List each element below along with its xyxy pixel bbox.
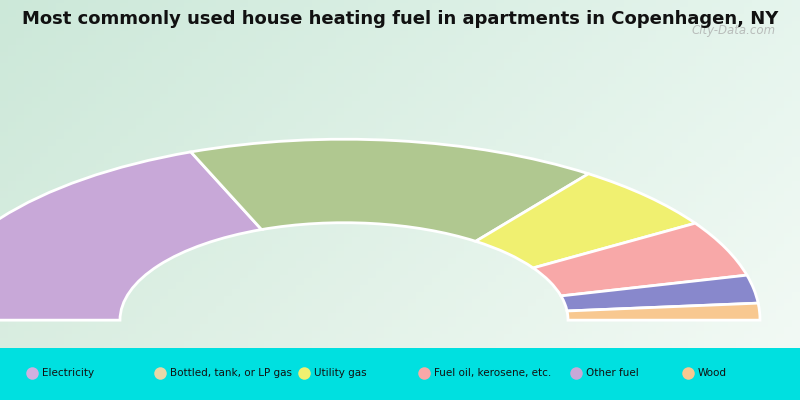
- Text: Utility gas: Utility gas: [314, 368, 366, 378]
- Wedge shape: [533, 223, 747, 296]
- Wedge shape: [561, 275, 758, 311]
- Text: Wood: Wood: [698, 368, 726, 378]
- Wedge shape: [567, 303, 760, 320]
- Text: Bottled, tank, or LP gas: Bottled, tank, or LP gas: [170, 368, 292, 378]
- Text: Other fuel: Other fuel: [586, 368, 638, 378]
- Text: Most commonly used house heating fuel in apartments in Copenhagen, NY: Most commonly used house heating fuel in…: [22, 10, 778, 28]
- Text: City-Data.com: City-Data.com: [692, 24, 776, 37]
- Text: Electricity: Electricity: [42, 368, 94, 378]
- Wedge shape: [0, 152, 262, 320]
- Wedge shape: [476, 174, 695, 268]
- Wedge shape: [191, 139, 589, 241]
- Text: Fuel oil, kerosene, etc.: Fuel oil, kerosene, etc.: [434, 368, 551, 378]
